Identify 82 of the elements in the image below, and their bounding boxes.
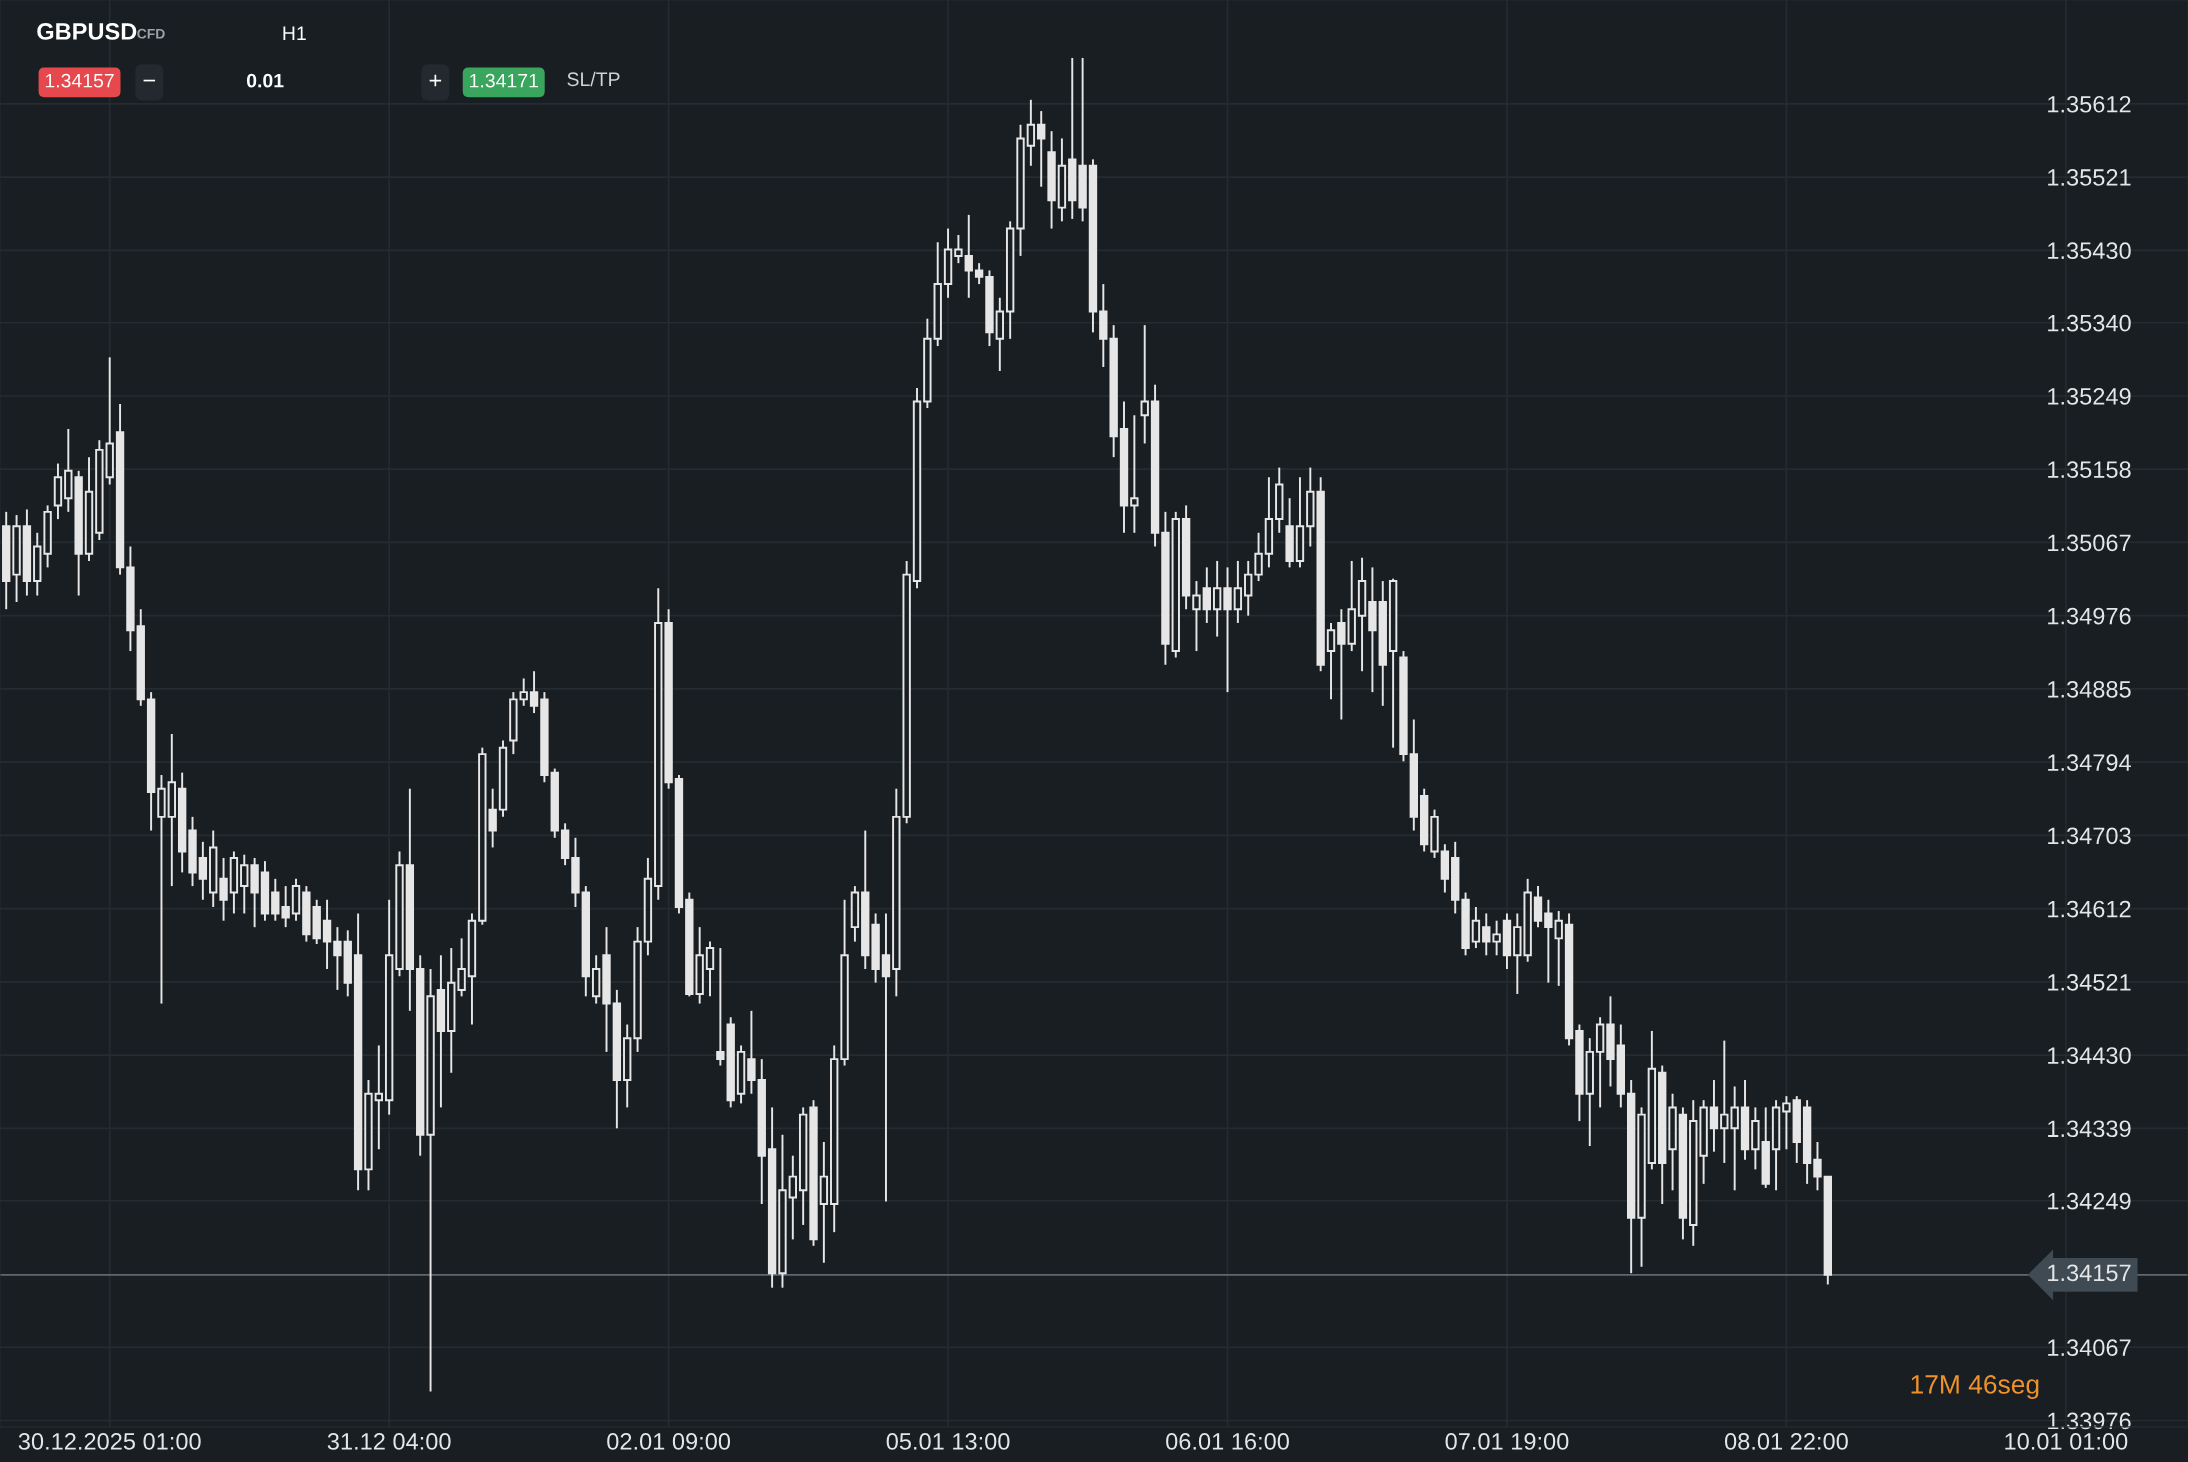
y-tick-label: 1.34612 — [2048, 900, 2131, 918]
y-tick-label: 1.35521 — [2048, 169, 2131, 186]
candlestick — [1192, 580, 1201, 653]
candlestick — [374, 1044, 383, 1151]
candlestick — [198, 840, 208, 901]
candlestick — [705, 940, 715, 998]
x-tick-label: 06.01 16:00 — [1166, 1433, 1289, 1450]
candlestick — [1782, 1095, 1791, 1151]
x-tick-label: 05.01 13:00 — [886, 1433, 1010, 1450]
y-tick-label: 1.34339 — [2048, 1120, 2131, 1138]
y-tick-label: 1.34067 — [2048, 1339, 2131, 1357]
candlestick — [281, 885, 290, 929]
candlestick — [964, 213, 973, 299]
candlestick — [1244, 559, 1253, 617]
annotation: GBPUSD — [37, 23, 137, 40]
x-tick-label: 31.12 04:00 — [327, 1433, 451, 1450]
candlestick — [1140, 324, 1149, 445]
candlestick — [1326, 621, 1336, 701]
y-tick-label: 1.35340 — [2048, 314, 2131, 332]
candlestick — [457, 937, 466, 998]
candlestick — [1709, 1079, 1719, 1153]
annotation: 17M 46seg — [1911, 1375, 2039, 1399]
x-tick-label: 02.01 09:00 — [607, 1433, 731, 1450]
candlestick — [1037, 110, 1046, 188]
annotation: CFD — [137, 28, 165, 39]
candlestick — [788, 1154, 797, 1241]
candlestick — [1026, 98, 1036, 167]
y-tick-label: 1.34430 — [2048, 1047, 2131, 1064]
y-tick-label: 1.34976 — [2048, 607, 2131, 625]
y-tick-label: 1.34885 — [2048, 680, 2131, 698]
annotation: SL/TP — [567, 71, 620, 87]
annotation: 1.34157 — [45, 73, 114, 88]
candlestick — [974, 262, 984, 286]
candlestick — [1730, 1085, 1739, 1192]
candlestick — [219, 856, 228, 922]
x-tick-label: 30.12.2025 01:00 — [18, 1433, 201, 1450]
candlestick — [1533, 885, 1543, 929]
candlestick — [1223, 566, 1232, 694]
annotation: 1.34171 — [470, 73, 538, 88]
candlestick — [271, 877, 280, 922]
annotation: H1 — [283, 26, 306, 40]
annotation: − — [143, 79, 156, 82]
ref-line-label: 1.34157 — [2048, 1264, 2131, 1282]
candlestick — [1492, 919, 1501, 957]
x-tick-label: 10.01 01:00 — [2005, 1433, 2128, 1450]
y-tick-label: 1.34521 — [2048, 973, 2131, 991]
y-tick-label: 1.34794 — [2048, 754, 2131, 771]
y-tick-label: 1.35158 — [2048, 461, 2131, 478]
candlestick — [1471, 906, 1481, 950]
candlestick — [529, 670, 539, 715]
y-tick-label: 1.35249 — [2048, 388, 2131, 405]
candlestick — [1130, 414, 1139, 534]
y-tick-label: 1.34249 — [2048, 1192, 2131, 1210]
candlestick — [1212, 559, 1222, 638]
candlestick — [1554, 910, 1563, 987]
candlestick — [488, 787, 497, 849]
candlestick — [1544, 898, 1553, 984]
candlestick — [747, 1009, 756, 1095]
y-tick-label: 1.34703 — [2048, 827, 2131, 845]
candlestick — [1254, 531, 1263, 583]
y-tick-label: 1.35067 — [2048, 534, 2131, 552]
candlestick — [1482, 912, 1491, 957]
annotation: 0.01 — [246, 73, 284, 88]
candlestick — [519, 677, 528, 707]
candlestick — [716, 947, 725, 1067]
candlestick — [881, 912, 891, 1203]
candlestick — [333, 926, 342, 991]
y-tick-label: 1.33976 — [2048, 1412, 2131, 1430]
candlestick — [1202, 566, 1211, 624]
candlestick — [1813, 1141, 1822, 1192]
candlestick — [240, 853, 249, 915]
candlestick — [1720, 1039, 1729, 1164]
x-tick-label: 07.01 19:00 — [1445, 1433, 1569, 1450]
candlestick — [157, 774, 166, 1005]
annotation: + — [429, 74, 442, 87]
y-tick-label: 1.35430 — [2048, 242, 2131, 260]
candlestick — [1337, 608, 1346, 721]
candlestick — [954, 234, 963, 265]
candlestick — [1233, 559, 1243, 624]
candlestick — [322, 898, 332, 970]
x-tick-label: 08.01 22:00 — [1724, 1433, 1848, 1450]
y-tick-label: 1.35612 — [2048, 95, 2131, 113]
